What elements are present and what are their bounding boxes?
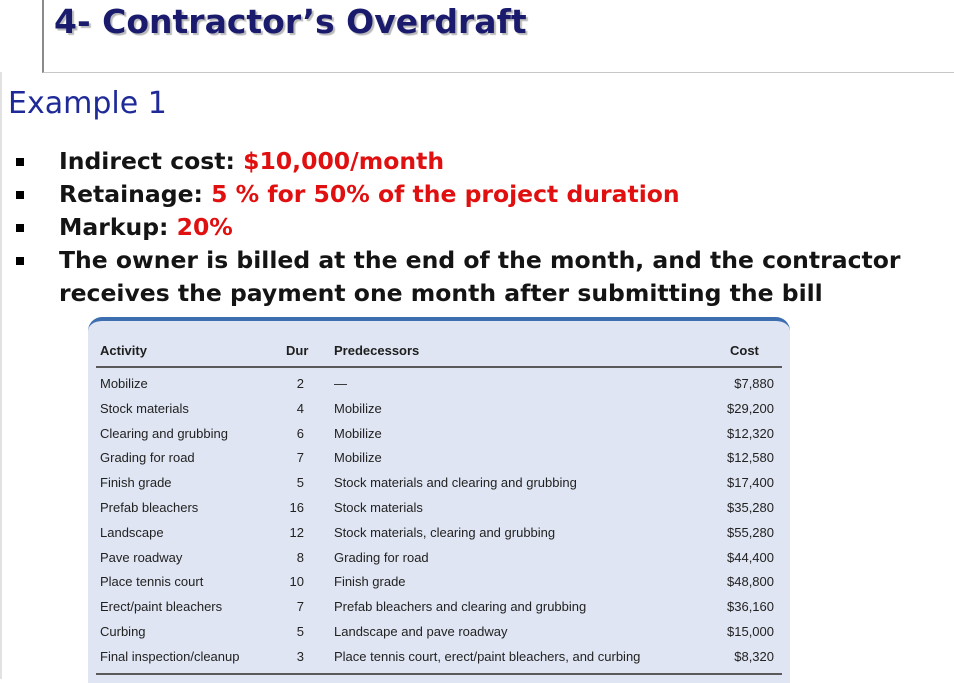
cell-dur: 16 bbox=[289, 500, 304, 515]
cell-predecessors: Mobilize bbox=[334, 400, 382, 416]
left-divider bbox=[0, 72, 2, 679]
cell-dur: 5 bbox=[296, 624, 304, 639]
table-row: Stock materials 4 Mobilize $29,200 bbox=[88, 401, 790, 426]
bullet-value: 20% bbox=[176, 213, 233, 241]
cell-dur: 7 bbox=[296, 450, 304, 466]
cell-cost: $7,880 bbox=[734, 376, 774, 391]
table-row: Final inspection/cleanup 3 Place tennis co… bbox=[88, 649, 790, 674]
table-row: Pave roadway 8 Grading for road $44,400 bbox=[88, 550, 790, 575]
cell-activity: Landscape bbox=[100, 524, 164, 540]
cell-cost: $55,280 bbox=[727, 524, 774, 540]
bullet-item-retainage: Retainage: 5 % for 50% of the project du… bbox=[0, 178, 954, 211]
title-bar: 4- Contractor’s Overdraft bbox=[42, 0, 954, 73]
bullet-list: Indirect cost: $10,000/month Retainage: … bbox=[0, 145, 954, 310]
table-row: Grading for road 7 Mobilize $12,580 bbox=[88, 450, 790, 475]
slide-subtitle: Example 1 bbox=[8, 86, 167, 121]
cell-dur: 2 bbox=[296, 376, 304, 391]
cell-dur: 10 bbox=[289, 574, 304, 590]
cell-cost: $35,280 bbox=[727, 500, 774, 515]
cell-activity: Curbing bbox=[100, 624, 146, 639]
bullet-item-indirect-cost: Indirect cost: $10,000/month bbox=[0, 145, 954, 178]
cell-activity: Clearing and grubbing bbox=[100, 425, 228, 441]
cell-cost: $12,320 bbox=[727, 425, 774, 441]
bullet-label: receives the payment one month after sub… bbox=[59, 279, 823, 307]
bullet-label: The owner is billed at the end of the mo… bbox=[59, 246, 901, 274]
cell-dur: 12 bbox=[289, 524, 304, 540]
header-activity: Activity bbox=[100, 343, 147, 358]
cell-predecessors: Prefab bleachers and clearing and grubbi… bbox=[334, 599, 587, 615]
cell-dur: 3 bbox=[296, 648, 304, 664]
table-row: Finish grade 5 Stock materials and clearin… bbox=[88, 475, 790, 500]
cell-cost: $8,320 bbox=[734, 648, 774, 664]
table-row: Clearing and grubbing 6 Mobilize $12,320 bbox=[88, 426, 790, 451]
cell-predecessors: — bbox=[334, 376, 347, 391]
activity-table: Activity Dur Predecessors Cost Mobilize 2… bbox=[88, 317, 790, 683]
cell-predecessors: Landscape and pave roadway bbox=[334, 624, 508, 639]
cell-predecessors: Grading for road bbox=[334, 549, 429, 565]
cell-predecessors: Place tennis court, erect/paint bleacher… bbox=[334, 648, 641, 664]
cell-activity: Prefab bleachers bbox=[100, 500, 199, 515]
cell-activity: Finish grade bbox=[100, 475, 172, 491]
table-row: Prefab bleachers 16 Stock materials $35,280 bbox=[88, 500, 790, 525]
cell-predecessors: Stock materials and clearing and grubbin… bbox=[334, 475, 577, 491]
bullet-value: 5 % for 50% of the project duration bbox=[211, 180, 680, 208]
cell-cost: $12,580 bbox=[727, 450, 774, 466]
cell-dur: 8 bbox=[296, 549, 304, 565]
bullet-value: $10,000/month bbox=[243, 147, 445, 175]
bullet-item-markup: Markup: 20% bbox=[0, 211, 954, 244]
cell-activity: Grading for road bbox=[100, 450, 195, 466]
cell-cost: $29,200 bbox=[727, 400, 774, 416]
table-row: Mobilize 2 — $7,880 bbox=[88, 376, 790, 401]
bullet-marker bbox=[16, 191, 24, 199]
cell-cost: $48,800 bbox=[727, 574, 774, 590]
cell-predecessors: Stock materials, clearing and grubbing bbox=[334, 524, 556, 540]
table-row: Landscape 12 Stock materials, clearing and… bbox=[88, 525, 790, 550]
cell-activity: Place tennis court bbox=[100, 574, 204, 590]
cell-dur: 6 bbox=[296, 425, 304, 441]
table-row: Curbing 5 Landscape and pave roadway $15,00… bbox=[88, 624, 790, 649]
cell-dur: 5 bbox=[296, 475, 304, 491]
slide-title: 4- Contractor’s Overdraft bbox=[54, 2, 527, 41]
header-rule bbox=[96, 366, 782, 368]
cell-cost: $15,000 bbox=[727, 624, 774, 639]
cell-cost: $17,400 bbox=[727, 475, 774, 491]
cell-dur: 7 bbox=[296, 599, 304, 615]
footer-rule bbox=[96, 673, 782, 675]
bullet-label: Markup: bbox=[59, 213, 177, 241]
cell-cost: $36,160 bbox=[727, 599, 774, 615]
cell-activity: Final inspection/cleanup bbox=[100, 648, 240, 664]
bullet-label: Retainage: bbox=[59, 180, 212, 208]
cell-predecessors: Stock materials bbox=[334, 500, 423, 515]
cell-predecessors: Mobilize bbox=[334, 425, 382, 441]
bullet-item-billing: The owner is billed at the end of the mo… bbox=[0, 244, 954, 277]
bullet-marker bbox=[16, 224, 24, 232]
header-cost: Cost bbox=[730, 343, 759, 358]
bullet-marker bbox=[16, 158, 24, 166]
cell-cost: $44,400 bbox=[727, 549, 774, 565]
header-predecessors: Predecessors bbox=[334, 343, 420, 358]
bullet-marker bbox=[16, 257, 24, 265]
cell-predecessors: Mobilize bbox=[334, 450, 382, 466]
header-dur: Dur bbox=[286, 343, 309, 358]
table-row: Place tennis court 10 Finish grade $48,800 bbox=[88, 574, 790, 599]
cell-dur: 4 bbox=[296, 400, 304, 416]
cell-activity: Stock materials bbox=[100, 400, 189, 416]
cell-activity: Mobilize bbox=[100, 376, 148, 391]
bullet-item-billing-continued: receives the payment one month after sub… bbox=[0, 277, 954, 310]
cell-activity: Erect/paint bleachers bbox=[100, 599, 223, 615]
bullet-label: Indirect cost: bbox=[59, 147, 244, 175]
cell-activity: Pave roadway bbox=[100, 549, 183, 565]
cell-predecessors: Finish grade bbox=[334, 574, 406, 590]
table-row: Erect/paint bleachers 7 Prefab bleachers a… bbox=[88, 599, 790, 624]
